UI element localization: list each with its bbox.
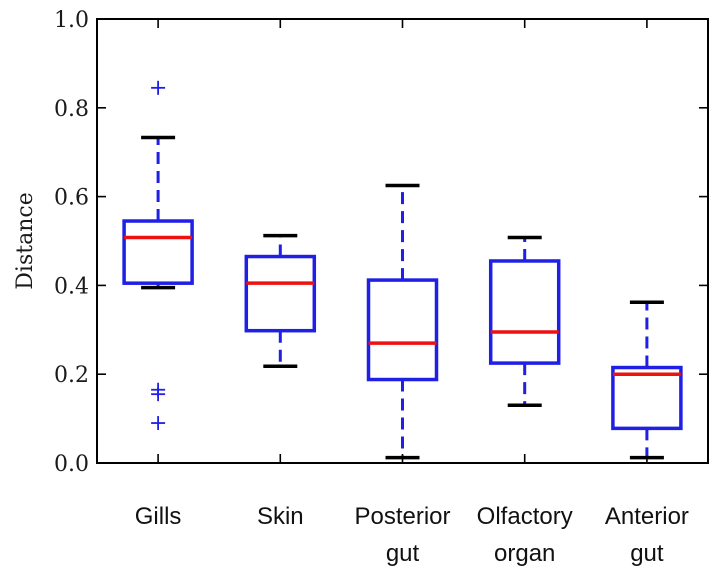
box-group	[244, 233, 317, 368]
y-tick-label: 0.2	[54, 363, 89, 388]
box-group	[122, 80, 194, 431]
x-tick-label: Skin	[257, 503, 304, 530]
iqr-box	[122, 219, 194, 285]
y-tick-label: 0.0	[54, 452, 89, 477]
outlier-marker	[151, 416, 166, 431]
y-tick-label: 0.8	[54, 97, 89, 122]
x-tick-label: Posterior	[354, 503, 450, 530]
x-tick-label: Olfactory	[477, 503, 573, 530]
box-group	[488, 235, 561, 408]
x-tick-label: gut	[630, 540, 664, 567]
iqr-box	[366, 278, 439, 382]
y-tick-label: 0.6	[54, 186, 89, 211]
y-axis-ticks: 0.0 0.2 0.4 0.6 0.8 1.0	[54, 8, 708, 477]
iqr-box	[488, 259, 561, 365]
boxes-group	[122, 80, 683, 460]
box-group	[366, 183, 439, 460]
iqr-box	[244, 254, 317, 333]
iqr-box	[611, 365, 683, 431]
y-tick-label: 1.0	[54, 8, 89, 33]
outlier-marker	[151, 387, 166, 402]
y-axis-label: Distance	[13, 192, 38, 289]
x-tick-label: organ	[494, 540, 555, 567]
box-group	[611, 300, 683, 460]
x-axis-ticks: Gills Skin Posterior gut Olfactory organ Anter…	[135, 19, 689, 567]
x-tick-label: Gills	[135, 503, 182, 530]
y-tick-label: 0.4	[54, 274, 89, 299]
outlier-marker	[151, 80, 166, 95]
x-tick-label: gut	[386, 540, 420, 567]
x-tick-label: Anterior	[605, 503, 689, 530]
